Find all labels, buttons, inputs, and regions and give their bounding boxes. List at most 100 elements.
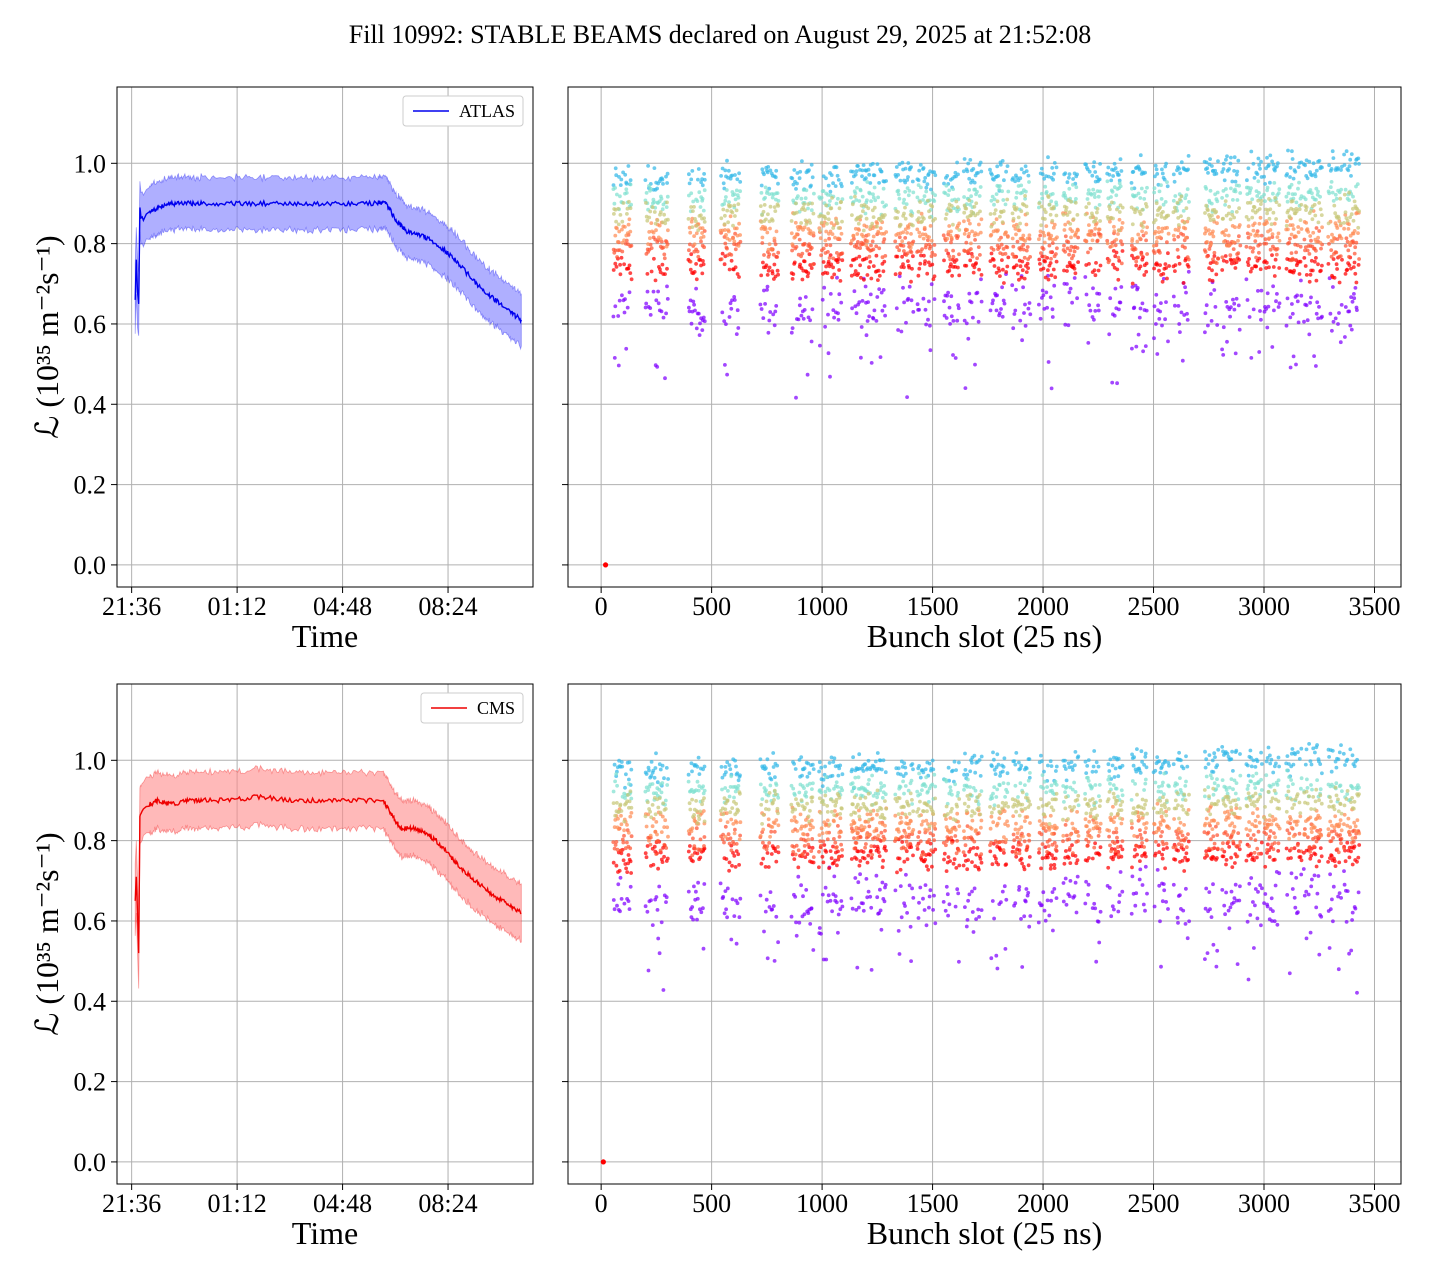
cms-bunch-point <box>924 818 929 823</box>
cms-bunch-point <box>971 786 976 790</box>
cms-bunch-point <box>654 852 659 856</box>
cms-bunch-point <box>1028 821 1032 825</box>
cms-bunch-point <box>764 766 768 770</box>
cms-bunch-point <box>1020 802 1025 807</box>
atlas-bunch-point <box>1109 178 1114 183</box>
atlas-bunch-point <box>1181 281 1186 285</box>
atlas-bunch-point <box>869 276 874 281</box>
atlas-bunch-point <box>853 269 858 273</box>
cms-bunch-point <box>1024 766 1029 771</box>
cms-bunch-point <box>776 795 781 800</box>
cms-bunch-point <box>997 783 1002 788</box>
cms-bunch-point <box>972 753 977 758</box>
atlas-bunch-point <box>878 226 883 231</box>
cms-time-legend-label: CMS <box>477 698 515 718</box>
atlas-bunch-point <box>766 212 770 217</box>
cms-bunch-point <box>1047 838 1052 842</box>
atlas-bunch-point <box>702 220 707 224</box>
cms-bunch-point <box>643 814 648 819</box>
atlas-bunch-point <box>1274 252 1279 257</box>
atlas-bunch-point <box>1225 339 1229 344</box>
atlas-bunch-point <box>794 210 799 215</box>
cms-bunch-point <box>1006 804 1011 809</box>
cms-bunch-point <box>1039 753 1043 758</box>
cms-bunch-point <box>805 852 810 856</box>
atlas-bunch-point <box>649 221 654 226</box>
cms-bunch-point <box>1120 847 1125 852</box>
atlas-bunch-point <box>662 256 667 261</box>
cms-bunch-point <box>872 844 877 849</box>
atlas-bunch-point <box>623 225 627 229</box>
atlas-bunch-point <box>1232 301 1237 306</box>
cms-bunch-point <box>995 966 1000 971</box>
atlas-bunch-point <box>829 262 834 267</box>
atlas-bunch-point <box>803 295 808 299</box>
cms-bunch-point <box>855 965 860 970</box>
atlas-bunch-point <box>904 202 909 207</box>
atlas-bunch-point <box>615 240 620 244</box>
atlas-bunch-point <box>1087 303 1092 308</box>
cms-bunch-point <box>881 838 886 843</box>
cms-bunch-point <box>864 877 869 881</box>
cms-bunch-point <box>965 772 970 777</box>
atlas-bunch-point <box>1022 276 1027 281</box>
atlas-bunch-point <box>1353 161 1358 166</box>
cms-time-uncertainty-band <box>134 764 522 989</box>
atlas-bunch-point <box>1024 222 1029 227</box>
cms-bunch-point <box>900 834 905 839</box>
atlas-time-legend-label: ATLAS <box>459 101 515 121</box>
atlas-bunch-point <box>1290 199 1295 203</box>
atlas-bunch-point <box>771 252 776 257</box>
cms-bunch-point <box>616 882 621 887</box>
atlas-bunch-point <box>1050 307 1055 312</box>
atlas-bunch-point <box>1005 264 1010 269</box>
cms-bunch-point <box>695 764 700 769</box>
atlas-bunch-point <box>837 206 842 211</box>
atlas-bunch-point <box>732 239 737 244</box>
atlas-bunch-point <box>1019 209 1024 214</box>
atlas-bunch-point <box>1328 311 1333 316</box>
cms-bunch-point <box>821 802 826 807</box>
atlas-bunch-point <box>1113 243 1118 248</box>
atlas-bunch-point <box>623 297 627 301</box>
atlas-bunch-point <box>644 191 649 195</box>
cms-bunch-point <box>863 795 868 800</box>
atlas-bunch-point <box>883 313 887 318</box>
atlas-bunch-point <box>1268 228 1273 232</box>
atlas-bunch-point <box>825 271 830 276</box>
cms-bunch-point <box>1054 797 1058 802</box>
cms-bunch-point <box>965 784 970 789</box>
cms-bunch-point <box>1070 768 1075 772</box>
atlas-bunch-point <box>882 259 887 264</box>
cms-bunch-point <box>1112 820 1116 824</box>
atlas-bunch-point <box>1011 176 1015 180</box>
cms-bunch-point <box>690 826 695 831</box>
cms-bunch-point <box>997 816 1002 821</box>
atlas-bunch-point <box>1337 280 1342 285</box>
cms-bunch-point <box>649 815 654 820</box>
atlas-bunch-point <box>854 311 859 316</box>
atlas-bunch-point <box>1093 309 1098 313</box>
atlas-bunch-point <box>906 193 911 198</box>
atlas-bunch-point <box>808 318 812 323</box>
cms-bunch-point <box>662 825 667 829</box>
atlas-bunch-point <box>874 319 879 323</box>
cms-bunch-point <box>911 767 915 772</box>
cms-bunch-point <box>967 892 972 897</box>
atlas-bunch-point <box>881 269 886 274</box>
atlas-bunch-point <box>1210 268 1214 273</box>
atlas-bunch-point <box>1352 292 1356 296</box>
atlas-bunch-point <box>1353 245 1358 250</box>
atlas-bunch-point <box>666 228 670 233</box>
atlas-bunch-point <box>648 306 653 310</box>
atlas-bunch-point <box>1062 228 1067 232</box>
cms-bunch-point <box>1084 811 1089 816</box>
atlas-bunch-point <box>1163 200 1168 204</box>
atlas-bunch-point <box>1224 187 1228 191</box>
cms-bunch-point <box>823 789 828 794</box>
figure-title: Fill 10992: STABLE BEAMS declared on Aug… <box>348 20 1092 49</box>
atlas-bunch-point <box>997 187 1002 192</box>
atlas-bunch-point <box>868 292 873 297</box>
cms-bunch-point <box>1063 823 1068 827</box>
atlas-time-legend-box <box>402 95 524 127</box>
